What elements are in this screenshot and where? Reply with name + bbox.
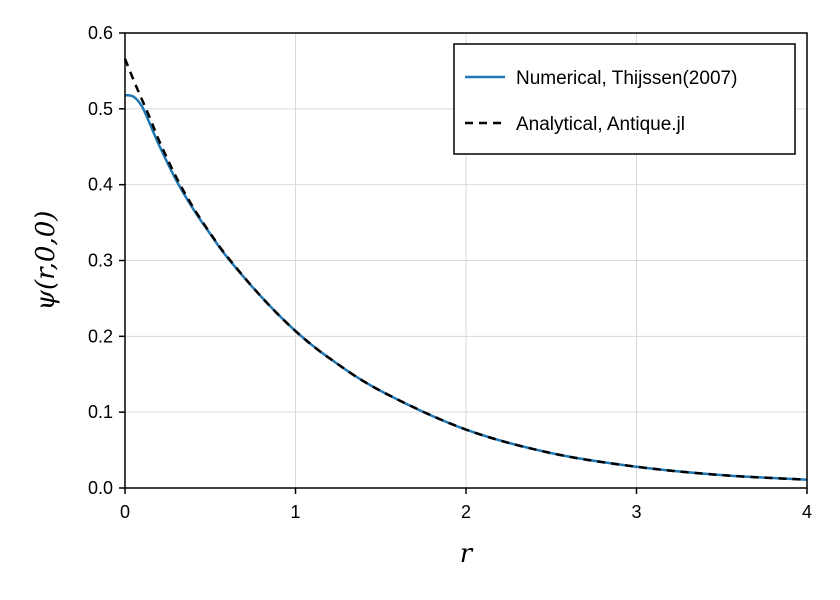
x-tick-label: 3: [631, 502, 641, 522]
series-line-numerical: [124, 93, 808, 481]
series-layer: [123, 58, 808, 481]
legend-label-analytical: Analytical, Antique.jl: [516, 114, 685, 135]
y-tick-label: 0.3: [88, 251, 113, 271]
legend-label-numerical: Numerical, Thijssen(2007): [516, 68, 737, 89]
legend: Numerical, Thijssen(2007) Analytical, An…: [453, 43, 796, 155]
y-tick-label: 0.5: [88, 99, 113, 119]
legend-box: [453, 43, 796, 155]
y-tick-label: 0.4: [88, 175, 113, 195]
y-tick-label: 0.1: [88, 402, 113, 422]
y-tick-label: 0.6: [88, 23, 113, 43]
y-axis-title: ψ(r,0,0): [31, 211, 61, 311]
y-tick-label: 0.2: [88, 326, 113, 346]
y-tick-label: 0.0: [88, 478, 113, 498]
x-tick-label: 4: [802, 502, 812, 522]
x-axis-title: r: [460, 539, 474, 569]
x-tick-label: 2: [461, 502, 471, 522]
x-tick-label: 1: [290, 502, 300, 522]
x-tick-label: 0: [120, 502, 130, 522]
ticks: 0 1 2 3 4 0.0 0.1 0.2 0.3 0.4 0.5 0.6: [88, 23, 812, 522]
